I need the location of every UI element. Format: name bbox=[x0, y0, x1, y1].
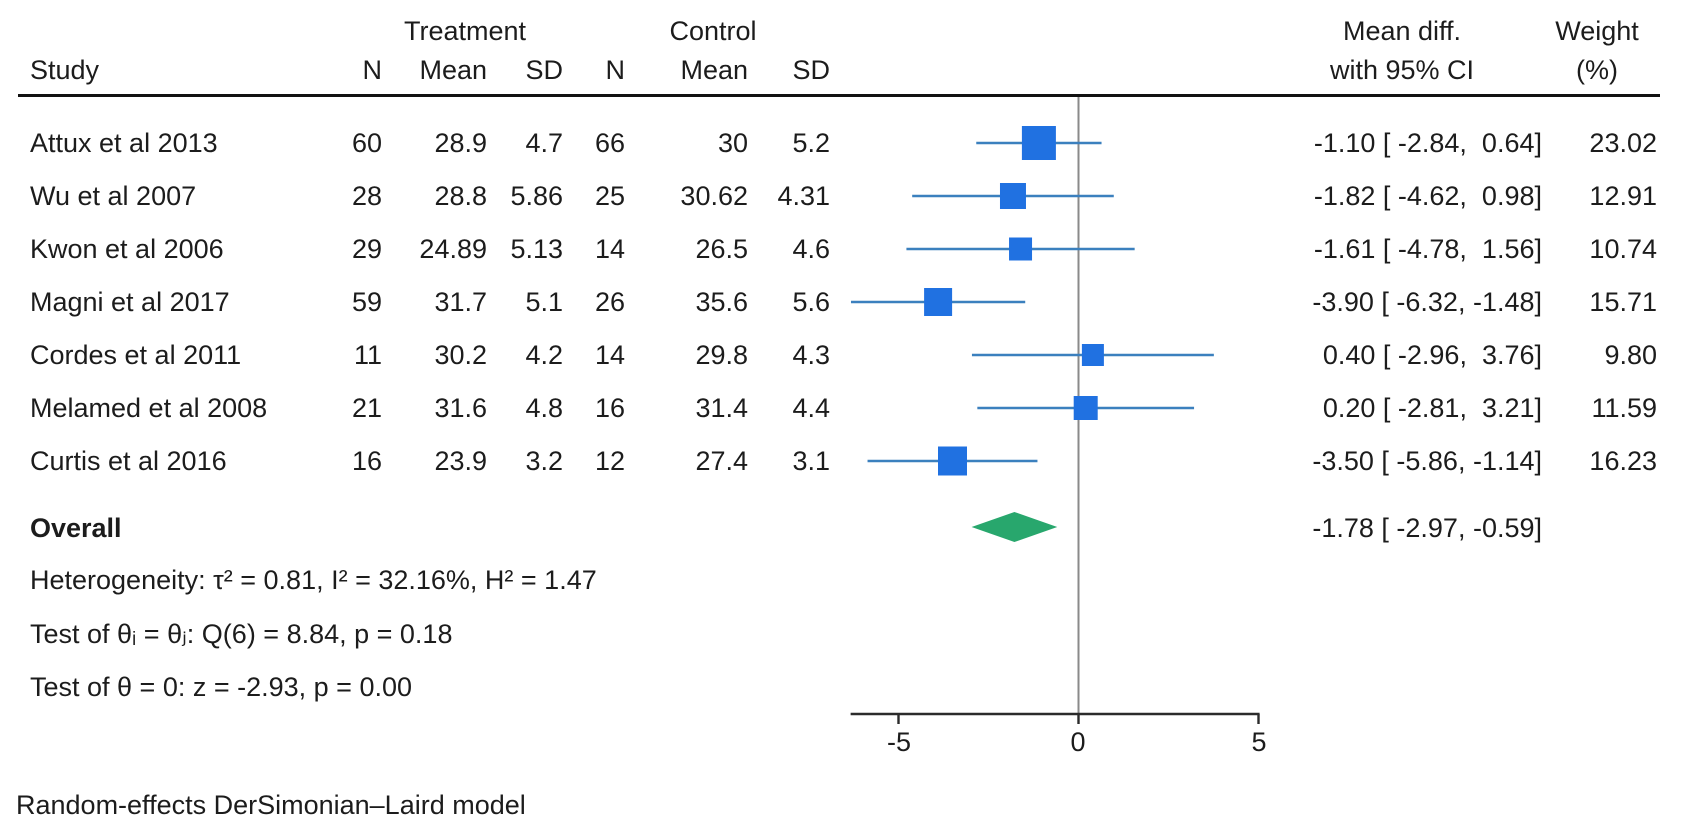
control-sd-header: SD bbox=[792, 55, 830, 85]
control-sd: 4.6 bbox=[792, 234, 830, 264]
effect-ci-value: -3.90 [ -6.32, -1.48] bbox=[1312, 287, 1542, 317]
study-name: Magni et al 2017 bbox=[30, 287, 230, 317]
control-mean: 35.6 bbox=[695, 287, 748, 317]
study-name: Attux et al 2013 bbox=[30, 128, 218, 158]
effect-ci-value: 0.20 [ -2.81, 3.21] bbox=[1322, 393, 1542, 423]
treatment-mean: 31.7 bbox=[434, 287, 487, 317]
overall-effect-test: Test of θ = 0: z = -2.93, p = 0.00 bbox=[30, 672, 412, 702]
effect-ci-value: -1.10 [ -2.84, 0.64] bbox=[1313, 128, 1542, 158]
control-mean: 27.4 bbox=[695, 446, 748, 476]
study-column-header: Study bbox=[30, 55, 100, 85]
control-mean: 31.4 bbox=[695, 393, 748, 423]
effect-square bbox=[1009, 237, 1033, 261]
effect-square bbox=[999, 183, 1026, 209]
control-sd: 4.3 bbox=[792, 340, 830, 370]
control-n: 12 bbox=[594, 446, 625, 476]
treatment-n-header: N bbox=[362, 55, 383, 85]
treatment-sd: 4.8 bbox=[525, 393, 563, 423]
effect-ci-value: -1.82 [ -4.62, 0.98] bbox=[1313, 181, 1542, 211]
treatment-mean: 31.6 bbox=[434, 393, 487, 423]
effect-header-line1: Mean diff. bbox=[1342, 16, 1462, 46]
treatment-mean: 30.2 bbox=[434, 340, 487, 370]
control-mean: 29.8 bbox=[695, 340, 748, 370]
treatment-mean-header: Mean bbox=[419, 55, 487, 85]
model-note: Random-effects DerSimonian–Laird model bbox=[16, 790, 526, 820]
weight-value: 15.71 bbox=[1589, 287, 1657, 317]
control-sd: 4.4 bbox=[792, 393, 830, 423]
control-n-header: N bbox=[605, 55, 626, 85]
treatment-n: 60 bbox=[351, 128, 382, 158]
control-n: 26 bbox=[594, 287, 625, 317]
effect-ci-value: -3.50 [ -5.86, -1.14] bbox=[1312, 446, 1542, 476]
control-mean: 26.5 bbox=[695, 234, 748, 264]
treatment-group-header: Treatment bbox=[403, 16, 527, 46]
axis-tick-label-5: 5 bbox=[1251, 727, 1267, 757]
effect-square bbox=[1021, 126, 1056, 160]
overall-effect-ci: -1.78 [ -2.97, -0.59] bbox=[1312, 513, 1542, 543]
overall-label: Overall bbox=[30, 513, 122, 543]
control-n: 16 bbox=[594, 393, 625, 423]
treatment-sd: 5.86 bbox=[510, 181, 563, 211]
effect-header-line2: with 95% CI bbox=[1329, 55, 1475, 85]
effect-ci-value: 0.40 [ -2.96, 3.76] bbox=[1322, 340, 1542, 370]
study-name: Melamed et al 2008 bbox=[30, 393, 268, 423]
weight-value: 16.23 bbox=[1589, 446, 1657, 476]
control-group-header: Control bbox=[669, 16, 757, 46]
treatment-sd-header: SD bbox=[525, 55, 563, 85]
treatment-mean: 28.9 bbox=[434, 128, 487, 158]
effect-square bbox=[938, 446, 967, 476]
axis-tick-label-0: 0 bbox=[1070, 727, 1086, 757]
control-sd: 4.31 bbox=[777, 181, 830, 211]
study-name: Wu et al 2007 bbox=[30, 181, 197, 211]
overall-diamond bbox=[971, 512, 1058, 542]
control-sd: 5.6 bbox=[792, 287, 830, 317]
homogeneity-test: Test of θᵢ = θⱼ: Q(6) = 8.84, p = 0.18 bbox=[30, 619, 453, 649]
effect-square bbox=[1073, 396, 1098, 420]
treatment-n: 11 bbox=[353, 340, 382, 370]
effect-square bbox=[924, 288, 953, 316]
study-name: Curtis et al 2016 bbox=[30, 446, 227, 476]
treatment-n: 21 bbox=[351, 393, 382, 423]
control-sd: 3.1 bbox=[792, 446, 830, 476]
weight-value: 9.80 bbox=[1604, 340, 1657, 370]
weight-value: 10.74 bbox=[1589, 234, 1657, 264]
weight-value: 23.02 bbox=[1589, 128, 1657, 158]
study-name: Kwon et al 2006 bbox=[30, 234, 224, 264]
treatment-n: 59 bbox=[351, 287, 382, 317]
treatment-n: 16 bbox=[351, 446, 382, 476]
heterogeneity-stats: Heterogeneity: τ² = 0.81, I² = 32.16%, H… bbox=[30, 565, 597, 595]
control-n: 14 bbox=[594, 340, 625, 370]
treatment-mean: 23.9 bbox=[434, 446, 487, 476]
treatment-sd: 5.1 bbox=[525, 287, 563, 317]
header-rule bbox=[18, 94, 1660, 97]
treatment-n: 28 bbox=[351, 181, 382, 211]
control-mean: 30 bbox=[717, 128, 748, 158]
weight-value: 12.91 bbox=[1589, 181, 1657, 211]
control-n: 66 bbox=[594, 128, 625, 158]
effect-square bbox=[1081, 344, 1104, 366]
treatment-sd: 4.2 bbox=[525, 340, 563, 370]
treatment-mean: 24.89 bbox=[419, 234, 487, 264]
control-n: 25 bbox=[594, 181, 625, 211]
treatment-sd: 4.7 bbox=[525, 128, 563, 158]
axis-tick-label-neg5: -5 bbox=[886, 727, 912, 757]
treatment-sd: 5.13 bbox=[510, 234, 563, 264]
weight-value: 11.59 bbox=[1591, 393, 1657, 423]
control-mean: 30.62 bbox=[680, 181, 748, 211]
weight-header-line1: Weight bbox=[1555, 16, 1639, 46]
effect-ci-value: -1.61 [ -4.78, 1.56] bbox=[1313, 234, 1542, 264]
treatment-n: 29 bbox=[351, 234, 382, 264]
weight-header-line2: (%) bbox=[1576, 55, 1618, 85]
study-name: Cordes et al 2011 bbox=[30, 340, 242, 370]
control-mean-header: Mean bbox=[680, 55, 748, 85]
control-n: 14 bbox=[594, 234, 625, 264]
control-sd: 5.2 bbox=[792, 128, 830, 158]
treatment-sd: 3.2 bbox=[525, 446, 563, 476]
treatment-mean: 28.8 bbox=[434, 181, 487, 211]
